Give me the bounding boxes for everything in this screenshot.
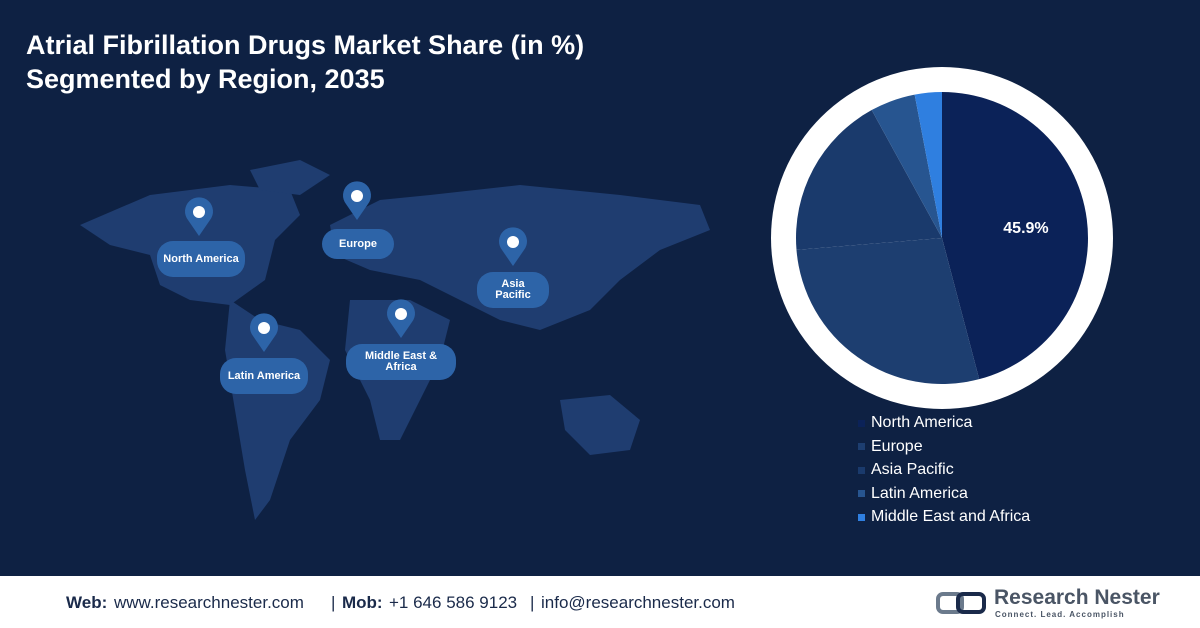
web-label: Web:	[66, 593, 108, 612]
legend-item: Asia Pacific	[858, 461, 954, 479]
legend-label: Asia Pacific	[871, 461, 954, 478]
pie-slice	[942, 92, 1088, 380]
legend-label: Middle East and Africa	[871, 508, 1031, 525]
legend-swatch	[858, 513, 865, 521]
legend-swatch	[858, 443, 865, 450]
pie-slice	[795, 110, 942, 250]
map-label: Latin America	[220, 358, 308, 394]
footer: Web: www.researchnester.com | Mob: +1 64…	[0, 576, 1200, 628]
legend-item: Latin America	[858, 485, 968, 503]
legend-swatch	[858, 419, 865, 427]
legend-label: North America	[871, 414, 973, 431]
map-label: Asia Pacific	[477, 272, 549, 308]
legend-swatch	[858, 490, 865, 497]
map-pin-dot	[395, 308, 407, 320]
chart-title: Atrial Fibrillation Drugs Market Share (…	[26, 30, 585, 60]
mob-label: Mob:	[342, 593, 383, 612]
pie-slice	[914, 92, 942, 238]
mob: +1 646 586 9123	[389, 593, 518, 612]
pie-slice	[871, 94, 942, 238]
map-label: North America	[157, 241, 245, 277]
legend-item: North America	[858, 414, 972, 432]
logo-name: Research Nester	[994, 586, 1160, 609]
logo-tagline: Connect. Lead. Accomplish	[995, 610, 1125, 619]
web: www.researchnester.com	[114, 593, 304, 612]
separator: |	[530, 593, 535, 612]
world-map	[80, 160, 710, 520]
email: info@researchnester.com	[541, 593, 735, 612]
map-label: Middle East & Africa	[346, 344, 456, 380]
map-label: Europe	[322, 229, 394, 259]
separator: |	[331, 593, 336, 612]
legend-label: Latin America	[871, 484, 968, 502]
map-pin-dot	[507, 236, 519, 248]
map-pin-dot	[351, 190, 363, 202]
legend-item: Europe	[858, 438, 923, 456]
map-pin-dot	[258, 322, 270, 334]
legend-item: Middle East and Africa	[858, 508, 1030, 526]
pie-slice	[796, 238, 980, 385]
value-label: 45.9%	[1003, 220, 1048, 237]
chart-subtitle: Segmented by Region, 2035	[26, 64, 385, 94]
map-pin-dot	[193, 206, 205, 218]
legend-label: Europe	[871, 437, 923, 455]
legend-swatch	[858, 466, 865, 474]
logo-icon	[936, 592, 986, 614]
